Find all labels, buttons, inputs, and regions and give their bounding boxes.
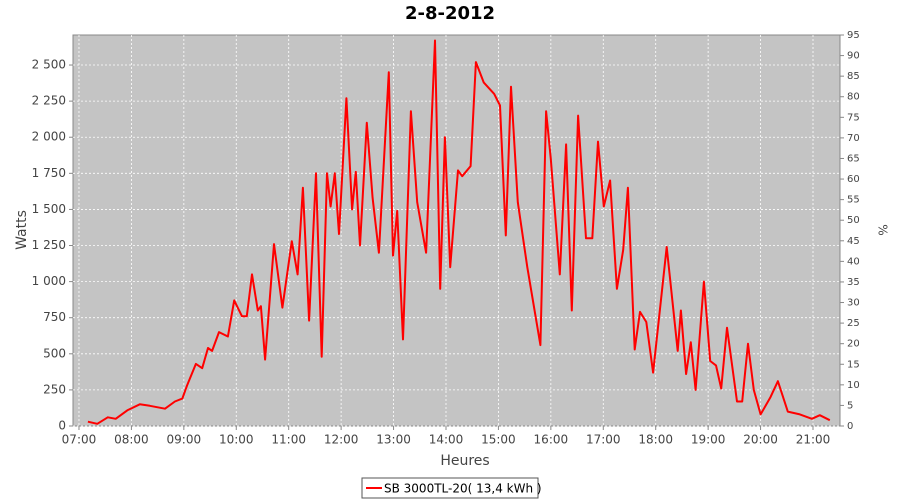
- y-tick-label: 750: [43, 310, 66, 324]
- plot-area: [72, 34, 841, 427]
- y-tick-label: 2 000: [32, 130, 66, 144]
- y-tick-label: 500: [43, 346, 66, 360]
- x-tick-label: 21:00: [796, 433, 831, 447]
- y2-tick-label: 90: [847, 51, 860, 62]
- y2-tick-label: 35: [847, 277, 860, 288]
- x-tick-label: 10:00: [219, 433, 254, 447]
- y2-tick-label: 60: [847, 174, 860, 185]
- chart-title: 2-8-2012: [405, 3, 495, 24]
- y2-tick-label: 75: [847, 112, 860, 123]
- y-tick-label: 1 000: [32, 274, 66, 288]
- x-tick-label: 15:00: [481, 433, 516, 447]
- y2-tick-label: 5: [847, 400, 853, 411]
- x-tick-label: 11:00: [271, 433, 306, 447]
- x-tick-label: 19:00: [691, 433, 726, 447]
- y-tick-label: 1 500: [32, 202, 66, 216]
- y2-tick-label: 95: [847, 30, 860, 41]
- y-tick-label: 2 250: [32, 94, 66, 108]
- x-tick-label: 08:00: [114, 433, 149, 447]
- y2-tick-label: 15: [847, 359, 860, 370]
- x-tick-label: 09:00: [167, 433, 202, 447]
- y2-tick-label: 10: [847, 380, 860, 391]
- y-tick-label: 2 500: [32, 58, 66, 72]
- x-axis-label: Heures: [440, 453, 489, 469]
- y-axis-label: Watts: [14, 210, 30, 250]
- y2-tick-label: 40: [847, 256, 860, 267]
- x-tick-label: 14:00: [429, 433, 464, 447]
- y2-tick-label: 25: [847, 318, 860, 329]
- legend-label: SB 3000TL-20( 13,4 kWh ): [384, 482, 542, 496]
- y2-tick-label: 85: [847, 71, 860, 82]
- x-tick-label: 07:00: [62, 433, 97, 447]
- y2-axis-label: %: [876, 224, 890, 235]
- y2-tick-label: 30: [847, 298, 860, 309]
- y2-tick-label: 45: [847, 236, 860, 247]
- x-tick-label: 18:00: [638, 433, 673, 447]
- x-tick-label: 17:00: [586, 433, 621, 447]
- y2-tick-label: 55: [847, 195, 860, 206]
- legend-box: [361, 477, 539, 499]
- y2-tick-label: 20: [847, 339, 860, 350]
- x-tick-label: 20:00: [743, 433, 778, 447]
- x-tick-label: 16:00: [534, 433, 569, 447]
- y2-tick-label: 50: [847, 215, 860, 226]
- y2-tick-label: 70: [847, 133, 860, 144]
- series-line: [87, 39, 831, 425]
- y2-tick-label: 80: [847, 92, 860, 103]
- x-tick-label: 13:00: [376, 433, 411, 447]
- y-tick-label: 250: [43, 382, 66, 396]
- x-tick-label: 12:00: [324, 433, 359, 447]
- y-tick-label: 1 750: [32, 166, 66, 180]
- y-tick-label: 1 250: [32, 238, 66, 252]
- y2-tick-label: 65: [847, 153, 860, 164]
- y-tick-label: 0: [58, 419, 66, 433]
- y2-tick-label: 0: [847, 421, 853, 432]
